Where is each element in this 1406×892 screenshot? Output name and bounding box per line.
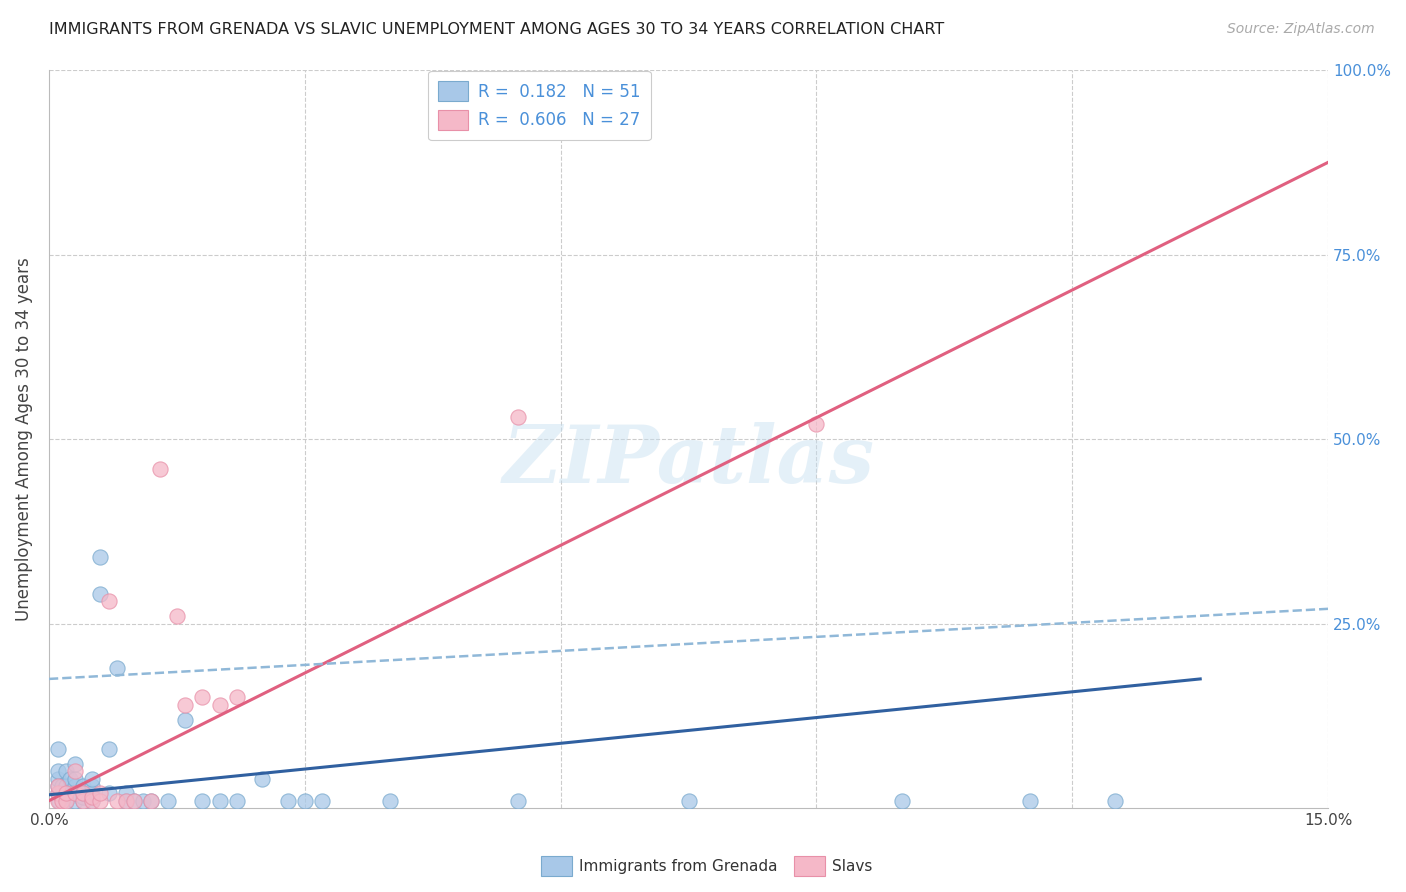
Point	[72, 794, 94, 808]
Point	[59, 772, 82, 786]
Point	[277, 794, 299, 808]
Point	[46, 779, 69, 793]
Point	[208, 698, 231, 712]
Point	[63, 794, 86, 808]
Point	[80, 794, 103, 808]
Point	[122, 794, 145, 808]
Point	[63, 786, 86, 800]
Point	[225, 690, 247, 705]
Point	[72, 790, 94, 805]
Point	[63, 786, 86, 800]
Point	[46, 772, 69, 786]
Point	[122, 794, 145, 808]
Point	[72, 779, 94, 793]
Text: Source: ZipAtlas.com: Source: ZipAtlas.com	[1227, 22, 1375, 37]
Point	[80, 790, 103, 805]
Point	[55, 794, 77, 808]
Point	[51, 779, 73, 793]
Point	[678, 794, 700, 808]
Point	[80, 779, 103, 793]
Point	[46, 786, 69, 800]
Point	[63, 764, 86, 779]
Point	[378, 794, 401, 808]
Point	[63, 756, 86, 771]
Point	[149, 461, 172, 475]
Point	[46, 764, 69, 779]
Point	[132, 794, 155, 808]
Point	[89, 794, 111, 808]
Point	[97, 786, 120, 800]
Point	[114, 794, 136, 808]
Text: IMMIGRANTS FROM GRENADA VS SLAVIC UNEMPLOYMENT AMONG AGES 30 TO 34 YEARS CORRELA: IMMIGRANTS FROM GRENADA VS SLAVIC UNEMPL…	[49, 22, 945, 37]
Point	[294, 794, 316, 808]
Point	[97, 742, 120, 756]
Point	[51, 794, 73, 808]
Point	[63, 779, 86, 793]
Point	[157, 794, 180, 808]
Point	[72, 794, 94, 808]
Point	[80, 772, 103, 786]
Point	[114, 786, 136, 800]
Point	[174, 698, 197, 712]
Point	[48, 786, 70, 800]
Point	[506, 409, 529, 424]
Point	[46, 779, 69, 793]
Point	[890, 794, 912, 808]
Point	[225, 794, 247, 808]
Point	[166, 609, 188, 624]
Point	[191, 794, 214, 808]
Text: ZIPatlas: ZIPatlas	[502, 423, 875, 500]
Legend: R =  0.182   N = 51, R =  0.606   N = 27: R = 0.182 N = 51, R = 0.606 N = 27	[429, 71, 651, 140]
Point	[1104, 794, 1126, 808]
Point	[506, 794, 529, 808]
Point	[72, 786, 94, 800]
Point	[55, 779, 77, 793]
Point	[55, 764, 77, 779]
Point	[46, 742, 69, 756]
Point	[89, 587, 111, 601]
Point	[250, 772, 273, 786]
Point	[46, 786, 69, 800]
Y-axis label: Unemployment Among Ages 30 to 34 years: Unemployment Among Ages 30 to 34 years	[15, 257, 32, 621]
Point	[55, 794, 77, 808]
Point	[63, 772, 86, 786]
Point	[89, 550, 111, 565]
Point	[311, 794, 333, 808]
Point	[48, 794, 70, 808]
Point	[141, 794, 163, 808]
Point	[55, 786, 77, 800]
Point	[1018, 794, 1040, 808]
Point	[141, 794, 163, 808]
Point	[174, 713, 197, 727]
Point	[114, 794, 136, 808]
Point	[105, 794, 128, 808]
Point	[806, 417, 828, 432]
Text: Immigrants from Grenada: Immigrants from Grenada	[579, 859, 778, 873]
Point	[72, 786, 94, 800]
Point	[208, 794, 231, 808]
Point	[80, 786, 103, 800]
Point	[55, 786, 77, 800]
Point	[105, 661, 128, 675]
Point	[191, 690, 214, 705]
Point	[80, 794, 103, 808]
Point	[46, 794, 69, 808]
Point	[89, 786, 111, 800]
Point	[97, 594, 120, 608]
Text: Slavs: Slavs	[832, 859, 873, 873]
